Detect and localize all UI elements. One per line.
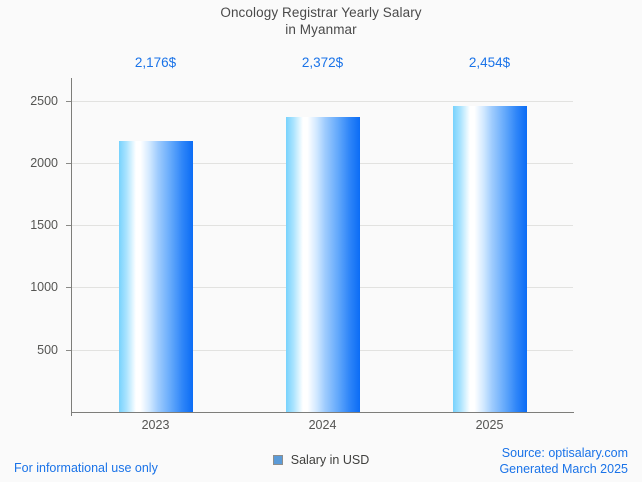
y-tick-label: 1500 [30, 218, 58, 233]
bar[interactable] [118, 141, 193, 412]
bar-value-label: 2,454$ [468, 55, 511, 70]
source-block: Source: optisalary.com Generated March 2… [499, 445, 628, 477]
chart-legend: Salary in USD [0, 453, 642, 467]
plot-area [72, 82, 573, 412]
bar[interactable] [452, 106, 527, 412]
y-tick-mark [66, 162, 71, 164]
y-tick-label: 2000 [30, 155, 58, 170]
legend-item-label: Salary in USD [290, 453, 370, 467]
y-tick-mark [66, 349, 71, 351]
y-tick-label: 2500 [30, 93, 58, 108]
bar-value-label: 2,372$ [301, 55, 344, 70]
y-tick-mark [66, 287, 71, 289]
chart-title-line-1: Oncology Registrar Yearly Salary [220, 5, 422, 20]
chart-title: Oncology Registrar Yearly Salary in Myan… [0, 4, 642, 38]
y-tick-mark [66, 225, 71, 227]
y-tick-label: 500 [37, 342, 58, 357]
gridline [72, 100, 573, 102]
y-axis-line [71, 78, 72, 416]
bar-value-label: 2,176$ [134, 55, 177, 70]
x-tick-label: 2023 [141, 418, 170, 432]
source-text: Source: optisalary.com [501, 446, 628, 460]
x-axis-line [71, 412, 574, 414]
disclaimer-text: For informational use only [14, 461, 158, 475]
legend-swatch-icon [272, 455, 283, 465]
x-tick-label: 2025 [475, 418, 504, 432]
y-tick-label: 1000 [30, 280, 58, 295]
y-tick-mark [66, 100, 71, 102]
x-tick-label: 2024 [308, 418, 337, 432]
bar[interactable] [285, 116, 360, 412]
generated-text: Generated March 2025 [499, 462, 628, 476]
chart-title-line-2: in Myanmar [285, 22, 357, 37]
